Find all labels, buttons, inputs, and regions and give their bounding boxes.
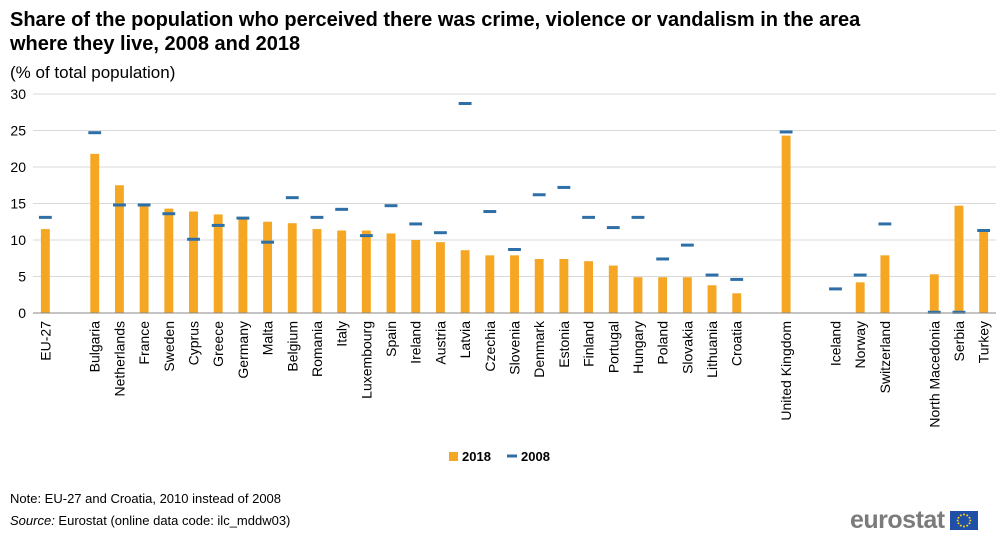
x-tick-label: Iceland xyxy=(828,321,844,366)
bar-2018 xyxy=(510,255,519,313)
y-tick-label: 15 xyxy=(10,196,26,212)
x-tick-label: EU-27 xyxy=(37,321,53,361)
bar-2018 xyxy=(608,265,618,313)
x-tick-label: Spain xyxy=(383,321,399,357)
bar-2018 xyxy=(312,229,322,313)
x-tick-label: Luxembourg xyxy=(358,321,374,399)
x-tick-label: Poland xyxy=(655,321,671,365)
x-tick-label: Slovakia xyxy=(679,321,695,374)
bar-2018 xyxy=(213,214,223,313)
y-tick-label: 10 xyxy=(10,232,26,248)
x-tick-label: Hungary xyxy=(630,321,646,374)
x-tick-label: Portugal xyxy=(605,321,621,373)
bar-2018 xyxy=(929,274,939,313)
legend-label-2008: 2008 xyxy=(521,449,550,464)
chart-subtitle: (% of total population) xyxy=(10,63,176,82)
source-label: Source: xyxy=(10,513,55,528)
y-tick-label: 25 xyxy=(10,123,26,139)
x-tick-label: Cyprus xyxy=(186,321,202,365)
x-tick-label: France xyxy=(136,321,152,365)
x-tick-label: Latvia xyxy=(457,321,473,359)
x-tick-label: Norway xyxy=(852,321,868,368)
bar-2018 xyxy=(238,218,248,313)
bar-2018 xyxy=(139,204,149,313)
bar-2018 xyxy=(732,293,742,313)
x-tick-label: Switzerland xyxy=(877,321,893,393)
source-text: Eurostat (online data code: ilc_mddw03) xyxy=(54,513,291,528)
x-tick-label: Denmark xyxy=(531,320,547,378)
y-tick-label: 20 xyxy=(10,159,26,175)
x-tick-label: Germany xyxy=(235,321,251,379)
x-tick-label: North Macedonia xyxy=(926,321,942,428)
x-tick-label: Serbia xyxy=(951,321,967,362)
footnote: Note: EU-27 and Croatia, 2010 instead of… xyxy=(10,491,282,506)
bar-2018 xyxy=(658,277,668,313)
bar-2018 xyxy=(189,211,198,313)
bar-2018 xyxy=(114,185,124,313)
bar-2018 xyxy=(485,255,495,313)
bar-2018 xyxy=(534,258,544,313)
bar-2018 xyxy=(411,240,421,313)
y-tick-label: 5 xyxy=(18,269,26,285)
bar-2018 xyxy=(435,242,445,313)
bar-2018 xyxy=(386,233,396,313)
bar-2018 xyxy=(263,221,273,313)
x-tick-label: Romania xyxy=(309,321,325,377)
bar-2018 xyxy=(559,258,569,313)
x-tick-label: Slovenia xyxy=(507,321,523,375)
bar-2018 xyxy=(287,223,297,313)
x-tick-label: Turkey xyxy=(976,321,992,363)
x-tick-label: Estonia xyxy=(556,321,572,368)
y-tick-label: 0 xyxy=(18,305,26,321)
legend-swatch-2018 xyxy=(449,452,458,461)
legend-label-2018: 2018 xyxy=(462,449,491,464)
x-tick-label: Sweden xyxy=(161,321,177,372)
x-tick-label: Greece xyxy=(210,321,226,367)
bar-2018 xyxy=(40,229,50,313)
bar-2018 xyxy=(361,230,371,313)
y-tick-label: 30 xyxy=(10,86,26,102)
x-tick-label: Lithuania xyxy=(704,321,720,378)
bar-2018 xyxy=(164,208,174,313)
x-tick-label: Finland xyxy=(581,321,597,367)
eu-flag-icon xyxy=(949,510,978,530)
x-tick-label: Belgium xyxy=(284,321,300,372)
bar-2018 xyxy=(584,261,594,313)
bar-2018 xyxy=(707,285,717,313)
x-tick-label: Netherlands xyxy=(111,321,127,397)
bar-2018 xyxy=(90,153,100,313)
eurostat-logo: eurostat xyxy=(850,505,978,535)
x-tick-label: Austria xyxy=(432,321,448,365)
x-tick-label: Ireland xyxy=(408,321,424,364)
x-tick-label: Croatia xyxy=(729,321,745,366)
x-tick-label: Czechia xyxy=(482,321,498,372)
bar-2018 xyxy=(633,277,643,313)
x-tick-label: Italy xyxy=(334,321,350,347)
bar-2018 xyxy=(880,255,890,313)
bar-2018 xyxy=(337,230,347,313)
source-line: Source: Eurostat (online data code: ilc_… xyxy=(10,513,290,528)
bar-chart: 0 5 10 15 20 25 30 EU-27 Bulgaria Netherlands Fran… xyxy=(10,86,996,464)
bar-2018 xyxy=(781,135,791,313)
logo-wordmark: eurostat xyxy=(850,505,945,534)
bar-2018 xyxy=(855,282,865,313)
bar-2018 xyxy=(979,231,989,313)
bar-2018 xyxy=(460,250,470,313)
x-tick-label: Malta xyxy=(260,321,276,355)
bar-2018 xyxy=(682,277,692,313)
bar-2018 xyxy=(954,205,964,313)
x-tick-label: United Kingdom xyxy=(778,321,794,421)
chart-title: Share of the population who perceived th… xyxy=(10,9,861,55)
x-tick-label: Bulgaria xyxy=(87,321,103,373)
